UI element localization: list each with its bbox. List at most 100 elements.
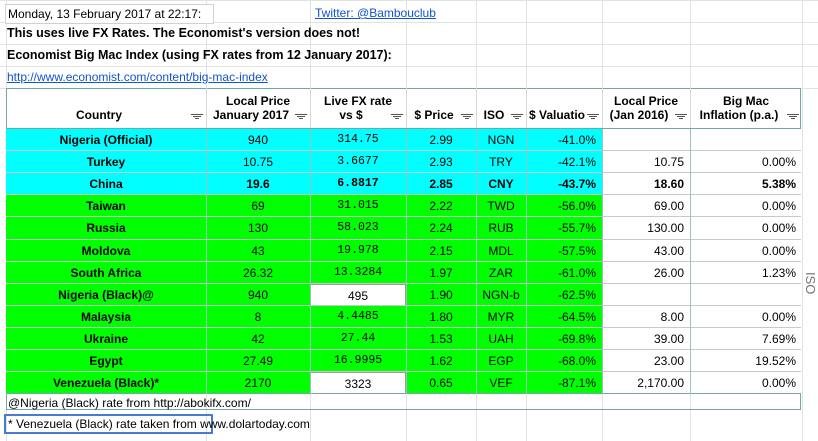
cell-inflation[interactable]: 7.69% [690,327,802,350]
cell-local[interactable]: 940 [206,129,310,151]
column-header-country[interactable]: Country [6,88,206,128]
cell-local[interactable]: 42 [206,327,310,350]
cell-iso[interactable]: VEF [476,372,526,395]
cell-country[interactable]: Nigeria (Black)@ [6,283,206,306]
cell-fx[interactable]: 31.015 [310,195,406,218]
cell-usd[interactable]: 2.24 [406,217,476,240]
cell-inflation[interactable] [690,129,802,151]
cell-usd[interactable]: 1.62 [406,350,476,372]
cell-country[interactable]: Malaysia [6,305,206,328]
column-header-local-price-2017[interactable]: Local Price January 2017 [206,88,310,128]
cell-fx[interactable]: 495 [310,283,406,306]
selected-cell[interactable] [4,414,213,434]
filter-icon[interactable] [787,114,799,122]
cell-inflation[interactable]: 19.52% [690,350,802,372]
cell-country[interactable]: Nigeria (Official) [6,129,206,151]
cell-country[interactable]: Egypt [6,350,206,372]
filter-icon[interactable] [391,114,403,122]
cell-usd[interactable]: 1.53 [406,327,476,350]
cell-iso[interactable]: NGN [476,129,526,151]
cell-inflation[interactable]: 0.00% [690,151,802,174]
cell-local[interactable]: 27.49 [206,350,310,372]
cell-iso[interactable]: UAH [476,327,526,350]
cell-usd[interactable]: 2.15 [406,239,476,262]
cell-valuation[interactable]: -68.0% [526,350,602,372]
cell-local[interactable]: 10.75 [206,151,310,174]
cell-iso[interactable]: MDL [476,239,526,262]
cell-fx[interactable]: 19.978 [310,239,406,262]
cell-country[interactable]: China [6,173,206,196]
cell-usd[interactable]: 2.99 [406,129,476,151]
cell-local[interactable]: 130 [206,217,310,240]
cell-valuation[interactable]: -69.8% [526,327,602,350]
cell-valuation[interactable]: -56.0% [526,195,602,218]
cell-inflation[interactable]: 0.00% [690,239,802,262]
cell-local2016[interactable]: 39.00 [602,327,690,350]
cell-iso[interactable]: MYR [476,305,526,328]
cell-valuation[interactable]: -42.1% [526,151,602,174]
cell-inflation[interactable]: 1.23% [690,261,802,284]
cell-usd[interactable]: 1.90 [406,283,476,306]
cell-valuation[interactable]: -41.0% [526,129,602,151]
side-panel[interactable]: ISO [803,270,818,310]
cell-local2016[interactable]: 10.75 [602,151,690,174]
cell-local[interactable]: 26.32 [206,261,310,284]
filter-icon[interactable] [461,114,473,122]
filter-icon[interactable] [675,114,687,122]
column-header-inflation[interactable]: Big Mac Inflation (p.a.) [690,88,802,128]
cell-iso[interactable]: NGN-b [476,283,526,306]
cell-inflation[interactable]: 0.00% [690,305,802,328]
cell-iso[interactable]: CNY [476,173,526,196]
cell-inflation[interactable]: 5.38% [690,173,802,196]
cell-fx[interactable]: 314.75 [310,129,406,151]
column-header-live-fx[interactable]: Live FX rate vs $ [310,88,406,128]
cell-country[interactable]: Moldova [6,239,206,262]
cell-fx[interactable]: 3323 [310,372,406,395]
cell-valuation[interactable]: -43.7% [526,173,602,196]
column-header-valuation[interactable]: $ Valuatio [526,88,602,128]
cell-country[interactable]: South Africa [6,261,206,284]
cell-usd[interactable]: 2.85 [406,173,476,196]
cell-local2016[interactable]: 69.00 [602,195,690,218]
cell-local2016[interactable] [602,129,690,151]
cell-valuation[interactable]: -55.7% [526,217,602,240]
cell-iso[interactable]: ZAR [476,261,526,284]
cell-valuation[interactable]: -57.5% [526,239,602,262]
filter-icon[interactable] [191,114,203,122]
filter-icon[interactable] [295,114,307,122]
cell-local2016[interactable] [602,283,690,306]
cell-local2016[interactable]: 26.00 [602,261,690,284]
cell-local2016[interactable]: 23.00 [602,350,690,372]
cell-iso[interactable]: TWD [476,195,526,218]
cell-usd[interactable]: 2.93 [406,151,476,174]
cell-country[interactable]: Russia [6,217,206,240]
cell-usd[interactable]: 2.22 [406,195,476,218]
cell-usd[interactable]: 1.97 [406,261,476,284]
cell-fx[interactable]: 4.4485 [310,305,406,328]
cell-iso[interactable]: RUB [476,217,526,240]
column-header-iso[interactable]: ISO [476,88,526,128]
cell-country[interactable]: Ukraine [6,327,206,350]
cell-local[interactable]: 2170 [206,372,310,395]
cell-fx[interactable]: 58.023 [310,217,406,240]
column-header-local-price-2016[interactable]: Local Price (Jan 2016) [602,88,690,128]
twitter-link[interactable]: Twitter: @Bambouclub [315,6,436,20]
cell-usd[interactable]: 1.80 [406,305,476,328]
timestamp-cell[interactable]: Monday, 13 February 2017 at 22:17: [5,4,214,24]
cell-country[interactable]: Taiwan [6,195,206,218]
cell-local2016[interactable]: 130.00 [602,217,690,240]
cell-fx[interactable]: 6.8817 [310,173,406,196]
cell-valuation[interactable]: -61.0% [526,261,602,284]
cell-inflation[interactable]: 0.00% [690,372,802,395]
economist-link[interactable]: http://www.economist.com/content/big-mac… [7,70,268,84]
cell-usd[interactable]: 0.65 [406,372,476,395]
cell-fx[interactable]: 3.6677 [310,151,406,174]
cell-country[interactable]: Venezuela (Black)* [6,372,206,395]
cell-fx[interactable]: 13.3284 [310,261,406,284]
cell-local[interactable]: 43 [206,239,310,262]
cell-local2016[interactable]: 43.00 [602,239,690,262]
cell-local[interactable]: 940 [206,283,310,306]
cell-fx[interactable]: 27.44 [310,327,406,350]
cell-local2016[interactable]: 2,170.00 [602,372,690,395]
filter-icon[interactable] [587,114,599,122]
